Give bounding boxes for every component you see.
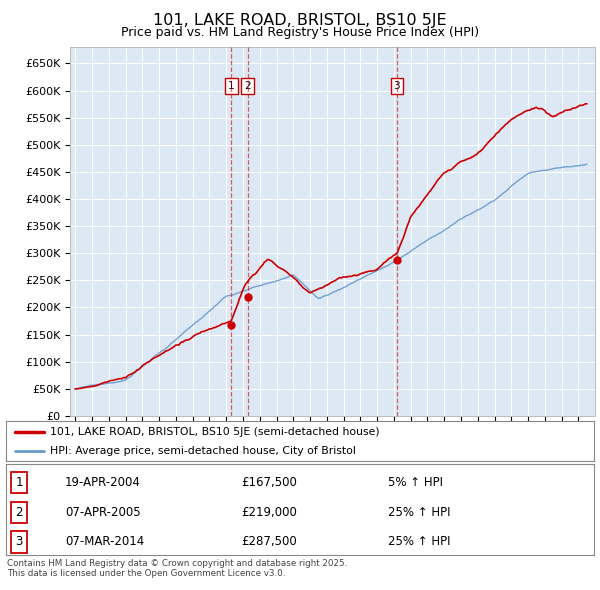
Text: 25% ↑ HPI: 25% ↑ HPI	[388, 536, 451, 549]
Text: £287,500: £287,500	[241, 536, 297, 549]
Text: 5% ↑ HPI: 5% ↑ HPI	[388, 476, 443, 489]
Text: 2: 2	[15, 506, 23, 519]
Text: 1: 1	[228, 81, 235, 91]
Text: Contains HM Land Registry data © Crown copyright and database right 2025.: Contains HM Land Registry data © Crown c…	[7, 559, 347, 568]
Text: 1: 1	[15, 476, 23, 489]
Text: 19-APR-2004: 19-APR-2004	[65, 476, 140, 489]
Text: £219,000: £219,000	[241, 506, 297, 519]
Text: 25% ↑ HPI: 25% ↑ HPI	[388, 506, 451, 519]
Text: Price paid vs. HM Land Registry's House Price Index (HPI): Price paid vs. HM Land Registry's House …	[121, 26, 479, 39]
Text: 2: 2	[244, 81, 251, 91]
Text: £167,500: £167,500	[241, 476, 297, 489]
Text: 3: 3	[394, 81, 400, 91]
Text: HPI: Average price, semi-detached house, City of Bristol: HPI: Average price, semi-detached house,…	[50, 447, 356, 456]
Text: 07-MAR-2014: 07-MAR-2014	[65, 536, 144, 549]
Text: This data is licensed under the Open Government Licence v3.0.: This data is licensed under the Open Gov…	[7, 569, 286, 578]
Text: 07-APR-2005: 07-APR-2005	[65, 506, 140, 519]
Text: 101, LAKE ROAD, BRISTOL, BS10 5JE (semi-detached house): 101, LAKE ROAD, BRISTOL, BS10 5JE (semi-…	[50, 428, 380, 438]
Text: 101, LAKE ROAD, BRISTOL, BS10 5JE: 101, LAKE ROAD, BRISTOL, BS10 5JE	[153, 13, 447, 28]
Text: 3: 3	[15, 536, 23, 549]
